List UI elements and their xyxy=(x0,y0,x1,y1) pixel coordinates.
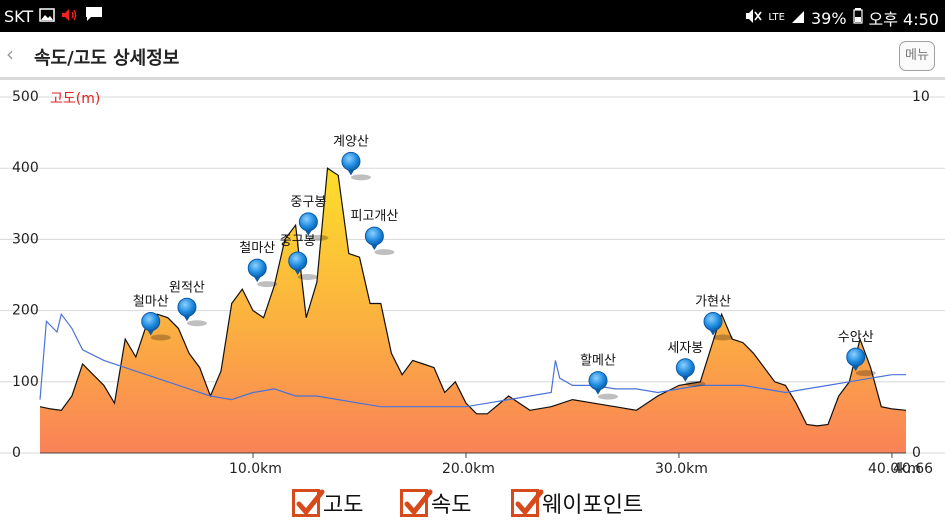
speed-line xyxy=(39,312,906,408)
map-pin-head xyxy=(588,371,608,391)
legend-label: 웨이포인트 xyxy=(542,493,644,518)
clock-label: 오후 4:50 xyxy=(868,10,939,29)
waypoint-label: 수안산 xyxy=(838,330,874,345)
legend-label: 고도 xyxy=(323,493,364,518)
pin-shadow xyxy=(598,393,619,400)
map-pin-head xyxy=(141,312,161,332)
waypoint-marker[interactable]: 수안산 xyxy=(838,330,876,377)
map-pin-head xyxy=(675,358,695,378)
waypoint-marker[interactable]: 할메산 xyxy=(580,354,619,400)
map-pin-head xyxy=(177,297,197,317)
speaker-icon xyxy=(61,7,79,26)
left-tick-label: 300 xyxy=(12,231,39,247)
legend-label: 속도 xyxy=(431,493,472,518)
map-pin-head xyxy=(364,226,384,246)
waypoint-label: 철마산 xyxy=(133,295,169,310)
carrier-label: SKT xyxy=(4,6,34,26)
x-tick-label: 10.0km xyxy=(229,461,282,477)
elevation-speed-chart[interactable]: 0 100 200 300 400 500 0 10 10.0km 20.0km 30.0km 4… xyxy=(0,83,945,479)
left-axis-title: 고도(m) xyxy=(50,91,100,107)
right-axis: 0 10 xyxy=(912,89,930,461)
waypoint-label: 피고개산 xyxy=(350,209,398,224)
pin-shadow xyxy=(257,281,278,288)
mute-icon xyxy=(744,8,762,28)
waypoint-marker[interactable]: 세자봉 xyxy=(667,341,706,387)
checkbox-checked-icon[interactable] xyxy=(400,489,433,517)
left-tick-label: 400 xyxy=(12,160,39,176)
pin-shadow xyxy=(297,274,318,280)
legend-waypoint-toggle[interactable]: 웨이포인트 xyxy=(511,487,643,519)
waypoint-marker[interactable]: 중구봉 xyxy=(280,234,318,280)
signal-icon xyxy=(791,9,805,28)
pin-shadow xyxy=(150,334,171,341)
pin-shadow xyxy=(374,249,395,256)
status-bar: SKT LTE 39% 오후 4:50 xyxy=(0,0,945,32)
map-pin-head xyxy=(298,212,318,232)
back-chevron-icon[interactable]: ‹ xyxy=(6,42,14,66)
battery-label: 39% xyxy=(810,8,847,28)
x-tick-label: 40.0km xyxy=(868,461,921,477)
waypoint-label: 철마산 xyxy=(239,241,275,256)
left-tick-label: 500 xyxy=(12,89,39,105)
message-icon xyxy=(85,6,103,26)
pin-shadow xyxy=(350,174,371,181)
battery-icon xyxy=(852,8,863,28)
waypoint-label: 가현산 xyxy=(695,295,731,310)
map-pin-head xyxy=(703,312,723,332)
waypoint-label: 중구봉 xyxy=(290,195,326,210)
waypoint-label: 중구봉 xyxy=(280,234,316,249)
pin-shadow xyxy=(685,380,706,387)
legend: 고도 속도 웨이포인트 xyxy=(0,481,945,525)
map-pin-head xyxy=(288,251,308,271)
waypoint-marker[interactable]: 계양산 xyxy=(333,134,371,181)
map-pin-head xyxy=(846,347,866,367)
map-pin-head xyxy=(341,151,361,171)
x-tick-label: 30.0km xyxy=(655,461,708,477)
checkbox-checked-icon[interactable] xyxy=(292,489,325,517)
speed-series-line xyxy=(39,312,906,408)
right-tick-label: 10 xyxy=(912,89,930,105)
page-title: 속도/고도 상세정보 xyxy=(34,48,180,69)
waypoint-marker[interactable]: 중구봉 xyxy=(290,195,329,241)
x-tick-label: 20.0km xyxy=(442,461,495,477)
left-tick-label: 100 xyxy=(12,374,39,390)
waypoint-marker[interactable]: 철마산 xyxy=(133,295,171,341)
legend-speed-toggle[interactable]: 속도 xyxy=(400,487,471,519)
waypoint-marker[interactable]: 원적산 xyxy=(169,280,207,327)
altitude-area xyxy=(39,167,907,453)
left-tick-label: 200 xyxy=(12,303,39,319)
app-header: ‹ 속도/고도 상세정보 메뉴 xyxy=(0,32,945,80)
map-pin-head xyxy=(247,258,267,278)
right-tick-label: 0 xyxy=(912,445,921,461)
pin-shadow xyxy=(186,320,207,327)
waypoint-label: 원적산 xyxy=(169,280,205,295)
waypoint-label: 세자봉 xyxy=(667,341,703,356)
altitude-fill xyxy=(40,168,906,453)
legend-altitude-toggle[interactable]: 고도 xyxy=(292,487,363,519)
menu-button[interactable]: 메뉴 xyxy=(899,41,935,71)
waypoint-label: 계양산 xyxy=(333,134,369,149)
altitude-outline xyxy=(39,167,907,427)
waypoint-marker[interactable]: 가현산 xyxy=(695,295,734,341)
pin-shadow xyxy=(713,334,734,341)
checkbox-checked-icon[interactable] xyxy=(511,489,544,517)
pin-shadow xyxy=(308,234,329,241)
waypoint-label: 할메산 xyxy=(580,354,616,369)
waypoint-marker[interactable]: 철마산 xyxy=(239,241,278,288)
left-axis: 0 100 200 300 400 500 xyxy=(12,89,39,461)
image-icon xyxy=(39,7,55,26)
network-label: LTE xyxy=(768,12,785,23)
pin-shadow xyxy=(855,370,876,377)
waypoint-marker[interactable]: 피고개산 xyxy=(350,209,398,256)
left-tick-label: 0 xyxy=(12,445,21,461)
x-end-label: 40.66 xyxy=(893,461,933,477)
